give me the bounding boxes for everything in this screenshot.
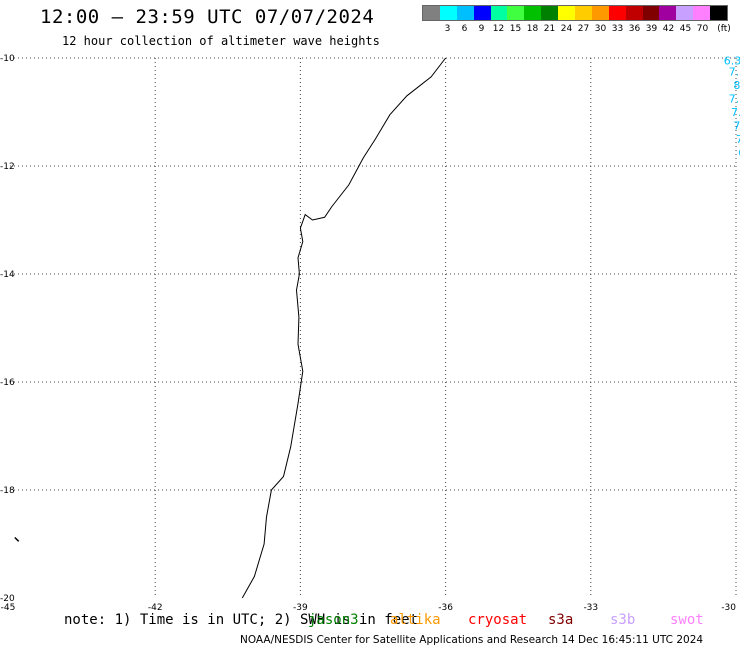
color-swatch	[659, 6, 677, 20]
wave-height-color-scale: 3 6 9 12 15 18 21 24 27 30 33 36 39 42 45 70 (ft)	[422, 5, 731, 39]
color-scale-label: 42	[662, 24, 675, 34]
color-swatch	[625, 6, 643, 20]
lon-tick-label: -36	[438, 603, 453, 613]
color-scale-label: 18	[526, 24, 539, 34]
lon-tick-label: -33	[583, 603, 598, 613]
color-scale-label: 6	[461, 24, 468, 34]
lat-tick-label: -18	[0, 486, 15, 496]
swh-reading: 7.85	[733, 120, 740, 133]
lat-tick-label: -10	[0, 54, 15, 64]
color-swatch	[642, 6, 660, 20]
color-scale-bar	[422, 5, 728, 21]
color-scale-label: 21	[543, 24, 556, 34]
map-grid	[10, 57, 737, 598]
satellite-label: s3b	[610, 612, 636, 628]
color-swatch	[473, 6, 491, 20]
color-scale-label: 27	[577, 24, 590, 34]
satellite-label: jason3	[308, 612, 359, 628]
color-swatch	[490, 6, 508, 20]
swh-reading: 6.85	[738, 147, 740, 160]
lat-tick-label: -12	[0, 162, 15, 172]
lat-tick-label: -14	[0, 270, 15, 280]
satellite-label: swot	[670, 612, 704, 628]
lon-tick-label: -30	[721, 603, 736, 613]
color-scale-label: 30	[594, 24, 607, 34]
satellite-label: altika	[390, 612, 441, 628]
color-scale-label: 45	[679, 24, 692, 34]
color-scale-unit: (ft)	[717, 24, 731, 34]
lat-tick-label: -16	[0, 378, 15, 388]
color-swatch	[591, 6, 609, 20]
color-swatch	[439, 6, 457, 20]
island-path	[14, 536, 20, 542]
swh-reading: 8.20	[733, 79, 740, 92]
color-scale-labels: 3 6 9 12 15 18 21 24 27 30 33 36 39 42 45 70 (ft)	[422, 21, 731, 35]
color-scale-label: 15	[509, 24, 522, 34]
swh-reading: 7.02	[736, 133, 740, 146]
swh-reading: 7.39	[731, 106, 740, 119]
color-swatch	[693, 6, 711, 20]
color-swatch	[558, 6, 576, 20]
lon-tick-label: -39	[293, 603, 308, 613]
swh-reading: 6.37	[724, 55, 740, 68]
satellite-label: s3a	[548, 612, 574, 628]
lat-tick-label: -20	[0, 594, 15, 604]
color-scale-label: 70	[696, 24, 709, 34]
lon-tick-label: -45	[1, 603, 16, 613]
color-scale-label: 33	[611, 24, 624, 34]
color-swatch	[710, 6, 728, 20]
coastline	[14, 57, 446, 599]
coastline-path	[241, 57, 446, 599]
color-swatch	[676, 6, 694, 20]
page-subtitle: 12 hour collection of altimeter wave hei…	[62, 34, 380, 48]
swh-readings: 6.377.338.207.177.397.857.026.856.817.61…	[724, 55, 740, 160]
footer-note: note: 1) Time is in UTC; 2) SWH is in fe…	[64, 612, 419, 628]
color-scale-label: 24	[560, 24, 573, 34]
color-scale-label: 3	[444, 24, 451, 34]
color-swatch	[507, 6, 525, 20]
color-swatch	[608, 6, 626, 20]
color-scale-label: 36	[628, 24, 641, 34]
color-swatch	[423, 6, 440, 20]
credit-line: NOAA/NESDIS Center for Satellite Applica…	[240, 634, 704, 646]
color-swatch	[524, 6, 542, 20]
swh-reading: 7.33	[729, 66, 740, 79]
page-title: 12:00 — 23:59 UTC 07/07/2024	[40, 6, 375, 28]
map-axis-ticks: -10 -12 -14 -16 -18 -20-45 -42 -39 -36 -33 -30	[0, 54, 736, 613]
color-swatch	[456, 6, 474, 20]
color-scale-label: 9	[478, 24, 485, 34]
color-scale-label: 39	[645, 24, 658, 34]
color-scale-label: 12	[492, 24, 505, 34]
color-swatch	[541, 6, 559, 20]
satellite-label: cryosat	[468, 612, 528, 628]
color-swatch	[575, 6, 592, 20]
lon-tick-label: -42	[148, 603, 163, 613]
swh-reading: 7.17	[729, 93, 740, 106]
